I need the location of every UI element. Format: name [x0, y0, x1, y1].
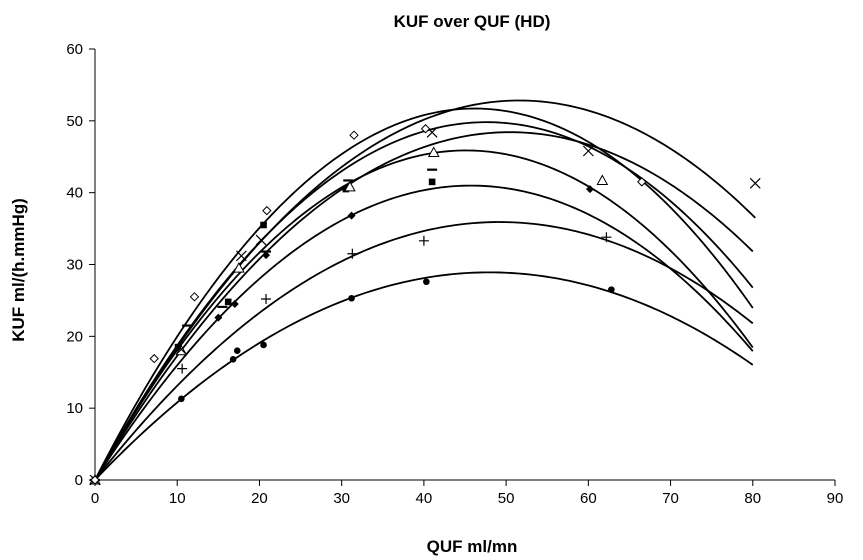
point-x	[235, 250, 247, 262]
y-tick-label: 30	[66, 257, 83, 274]
x-tick-label: 60	[580, 490, 597, 507]
point-circle	[608, 286, 615, 293]
point-circle	[260, 341, 267, 349]
x-axis-title: QUF ml/mn	[427, 537, 518, 556]
point-x	[749, 177, 761, 189]
point-plus	[347, 248, 358, 259]
point-diamond-filled	[347, 211, 356, 220]
point-x	[582, 145, 594, 157]
point-triangle	[596, 174, 609, 185]
y-tick-label: 50	[66, 113, 83, 130]
point-square-filled	[260, 221, 267, 229]
point-diamond-open	[189, 292, 200, 302]
point-diamond-filled	[585, 185, 594, 194]
y-tick-label: 0	[75, 472, 83, 489]
x-tick-label: 0	[91, 490, 99, 507]
data-points	[89, 124, 761, 486]
point-circle	[178, 395, 185, 403]
x-tick-label: 50	[498, 490, 515, 507]
point-diamond-filled	[230, 300, 239, 309]
point-plus	[418, 235, 429, 246]
chart-title: KUF over QUF (HD)	[394, 12, 551, 31]
x-tick-label: 90	[827, 490, 844, 507]
point-circle	[233, 347, 241, 355]
fit-curve-3	[94, 184, 754, 481]
fit-curve-7	[94, 99, 756, 481]
point-diamond-open	[90, 475, 100, 485]
point-x	[255, 234, 267, 246]
point-x	[175, 343, 187, 355]
fit-curve-4	[94, 149, 754, 481]
point-diamond-open	[149, 353, 159, 364]
x-tick-label: 40	[416, 490, 433, 507]
point-triangle	[344, 180, 356, 192]
x-tick-label: 70	[662, 490, 679, 507]
fit-curve-6	[94, 131, 754, 481]
y-tick-label: 40	[66, 185, 83, 202]
fit-curve-1	[94, 271, 754, 481]
fit-curve-2	[94, 221, 754, 481]
point-plus	[177, 363, 188, 374]
axes: 0 10 20 30 40 50 60 70 80 90 0 10 20 30 40 50 60	[66, 41, 843, 507]
fit-curves	[94, 99, 756, 481]
x-tick-label: 30	[333, 490, 350, 507]
point-square-filled	[224, 298, 232, 306]
fit-curve-5	[94, 121, 754, 481]
point-circle	[348, 294, 355, 302]
point-diamond-filled	[214, 313, 223, 322]
y-axis-title: KUF ml/(h.mmHg)	[9, 198, 28, 342]
y-tick-label: 20	[66, 328, 83, 345]
point-diamond-open	[262, 205, 272, 216]
point-plus	[601, 232, 612, 243]
point-triangle	[233, 262, 245, 273]
point-circle	[423, 278, 430, 286]
point-circle	[229, 356, 237, 363]
point-square-filled	[428, 178, 436, 186]
y-tick-label: 60	[66, 41, 83, 58]
point-triangle	[427, 146, 440, 157]
point-square-filled	[174, 343, 182, 351]
y-tick-label: 10	[66, 400, 83, 417]
point-diamond-open	[349, 130, 359, 140]
point-diamond-filled	[262, 251, 271, 260]
point-diamond-open	[420, 124, 431, 134]
point-diamond-open	[637, 177, 647, 187]
point-plus	[261, 293, 272, 304]
x-tick-label: 20	[251, 490, 268, 507]
x-tick-label: 10	[169, 490, 186, 507]
x-tick-label: 80	[744, 490, 761, 507]
